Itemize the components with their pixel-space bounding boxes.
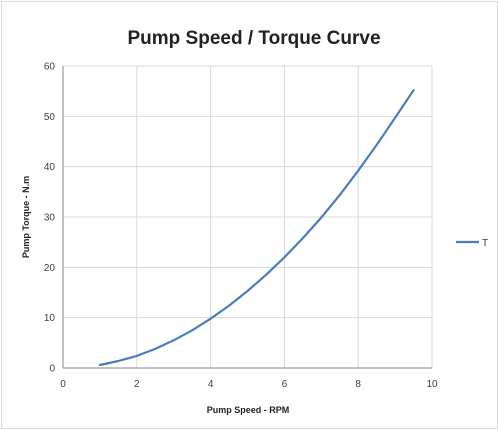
series-group xyxy=(98,89,415,367)
chart-title: Pump Speed / Torque Curve xyxy=(127,28,380,49)
y-tick-label: 20 xyxy=(44,263,56,274)
y-tick-label: 60 xyxy=(44,62,56,73)
legend: T xyxy=(456,238,488,249)
y-tick-label: 0 xyxy=(49,364,55,375)
y-tick-label: 40 xyxy=(44,162,56,173)
gridlines xyxy=(63,65,433,368)
x-tick-label: 2 xyxy=(134,379,140,390)
x-tick-label: 8 xyxy=(355,379,361,390)
x-tick-label: 10 xyxy=(426,379,438,390)
legend-label-t: T xyxy=(482,238,488,249)
y-axis-title: Pump Torque - N.m xyxy=(21,176,31,258)
y-tick-labels: 0 10 20 30 40 50 60 xyxy=(44,62,56,375)
series-line-t xyxy=(98,89,415,367)
axes xyxy=(62,66,432,369)
y-tick-label: 50 xyxy=(44,112,56,123)
y-tick-label: 30 xyxy=(44,213,56,224)
x-tick-labels: 0 2 4 6 8 10 xyxy=(60,379,438,390)
x-axis-title: Pump Speed - RPM xyxy=(207,405,290,415)
y-tick-label: 10 xyxy=(44,313,56,324)
x-tick-label: 4 xyxy=(208,379,214,390)
x-tick-label: 0 xyxy=(60,379,66,390)
x-tick-label: 6 xyxy=(282,379,288,390)
